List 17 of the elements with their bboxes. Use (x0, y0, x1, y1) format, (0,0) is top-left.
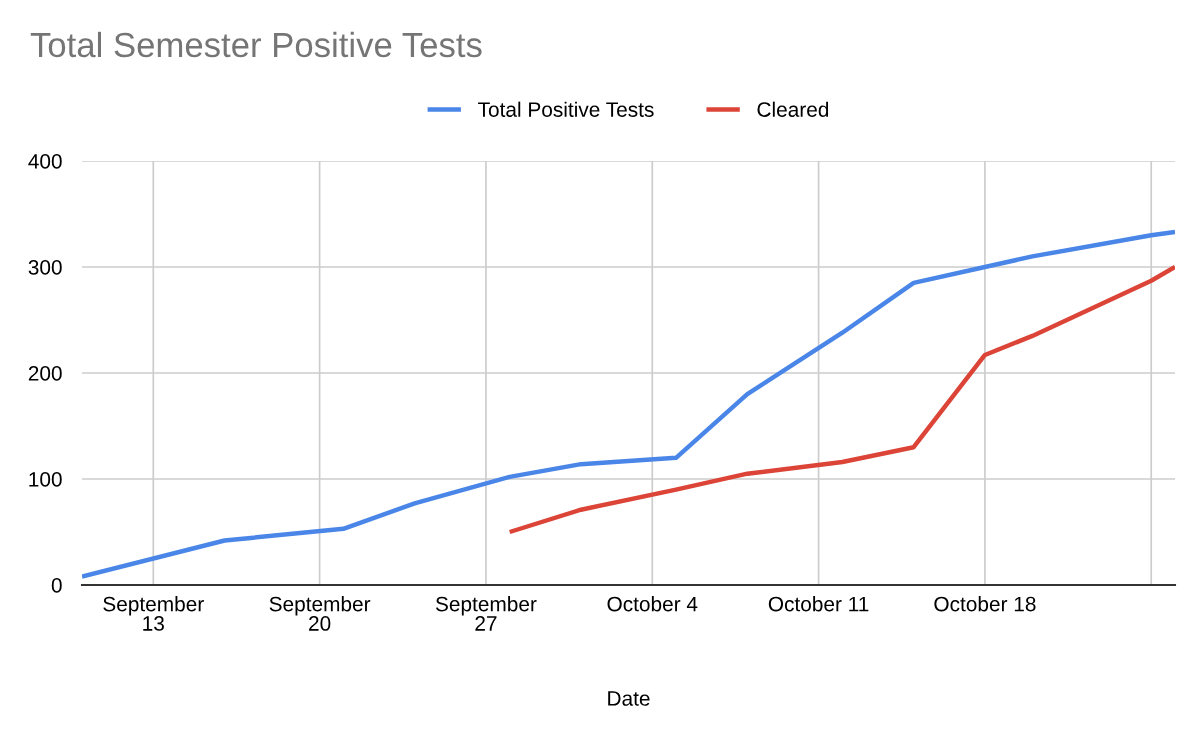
chart-title: Total Semester Positive Tests (30, 31, 482, 58)
legend-label: Cleared (757, 101, 829, 117)
line-series (507, 264, 1175, 535)
y-tick-label: 300 (28, 260, 62, 275)
x-tick-label: September 27 (435, 596, 537, 631)
x-tick-label: September 13 (103, 596, 204, 631)
x-tick-label: October 4 (607, 596, 698, 612)
y-tick-label: 100 (29, 472, 62, 487)
x-tick-label: September 20 (269, 596, 371, 631)
y-tick-label: 400 (28, 154, 62, 169)
x-tick-label: October 11 (768, 596, 869, 612)
y-tick-label: 0 (51, 578, 62, 593)
line-series (82, 229, 1175, 579)
y-tick-label: 200 (28, 366, 62, 381)
x-tick-label: October 18 (934, 596, 1036, 612)
legend-label: Total Positive Tests (478, 101, 654, 117)
x-axis-title: Date (608, 691, 650, 706)
